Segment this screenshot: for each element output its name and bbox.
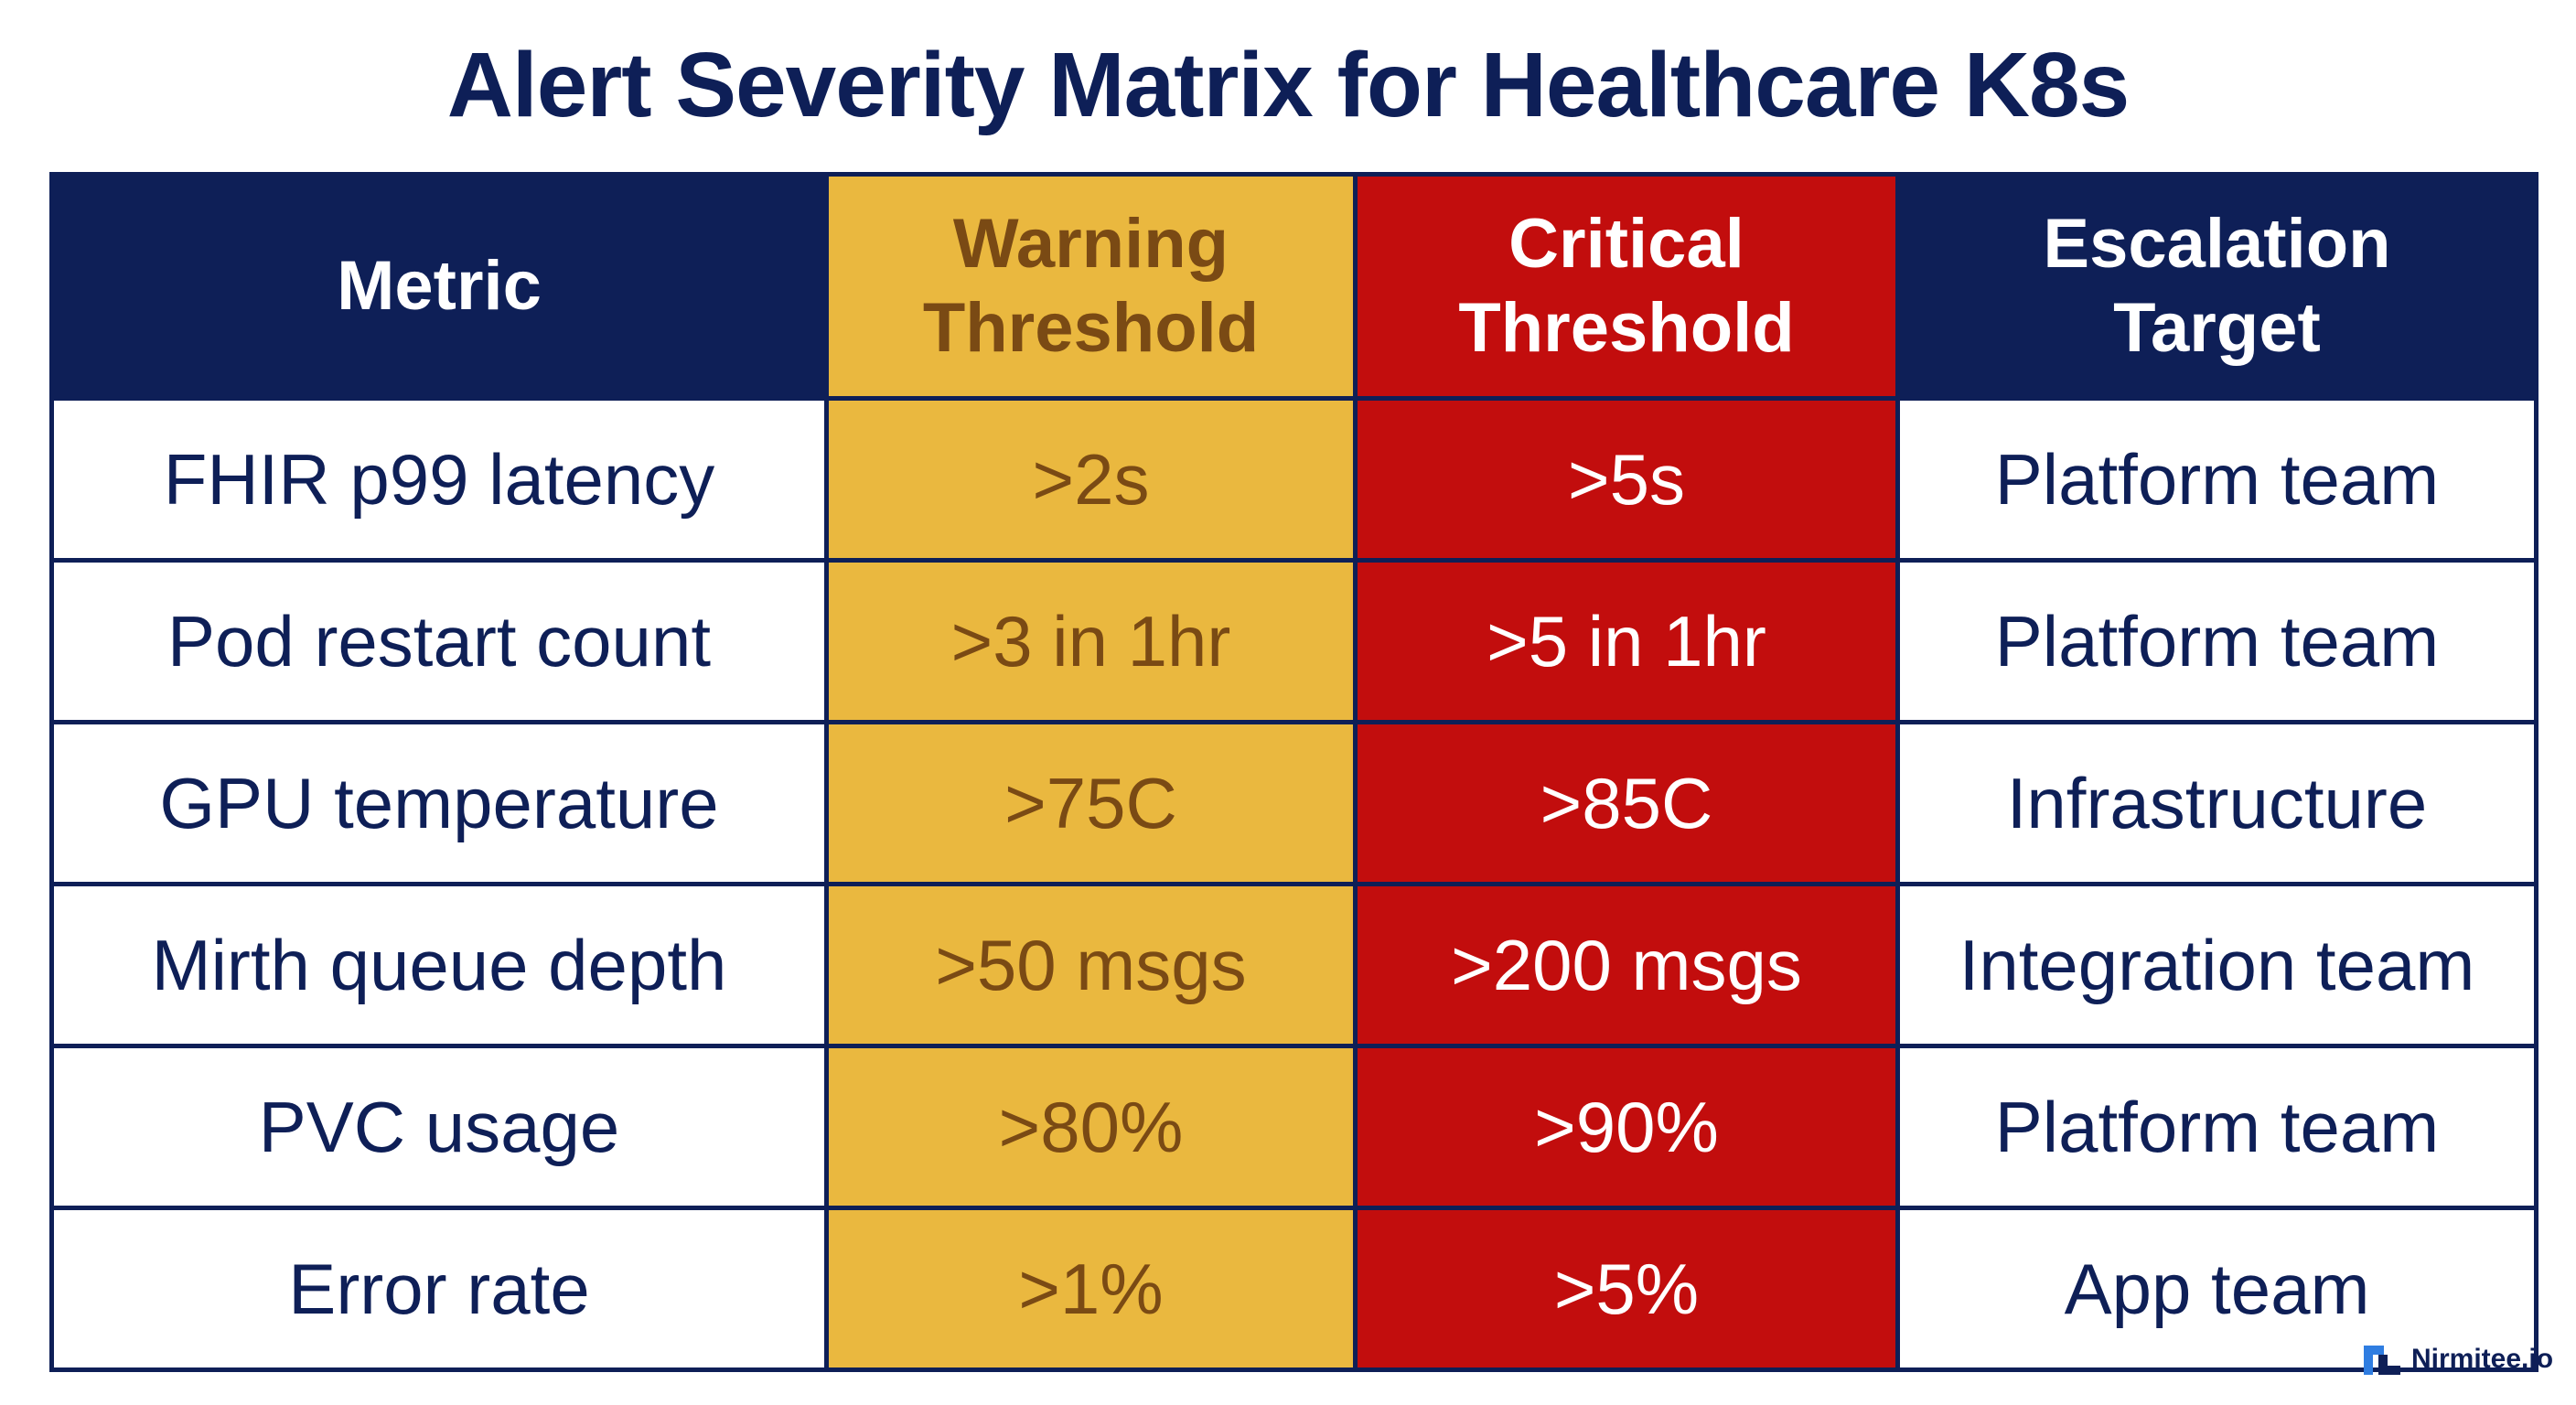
escalation-target-cell: Infrastructure: [1895, 720, 2538, 886]
header-escalation-target: Escalation Target: [1895, 172, 2538, 401]
table-row: PVC usage >80% >90% Platform team: [49, 1044, 2538, 1210]
critical-threshold-cell: >85C: [1353, 720, 1900, 886]
escalation-target-cell: Platform team: [1895, 1044, 2538, 1210]
header-critical-threshold: Critical Threshold: [1353, 172, 1900, 401]
escalation-target-cell: Platform team: [1895, 396, 2538, 563]
page-title: Alert Severity Matrix for Healthcare K8s: [446, 34, 2131, 136]
warning-threshold-cell: >3 in 1hr: [824, 558, 1358, 724]
warning-threshold-cell: >75C: [824, 720, 1358, 886]
metric-cell: GPU temperature: [49, 720, 829, 886]
critical-threshold-cell: >200 msgs: [1353, 882, 1900, 1048]
critical-threshold-cell: >5 in 1hr: [1353, 558, 1900, 724]
brand-name: Nirmitee.io: [2411, 1344, 2554, 1374]
table-row: Pod restart count >3 in 1hr >5 in 1hr Pl…: [49, 558, 2538, 724]
table-header-row: Metric Warning Threshold Critical Threshol…: [49, 172, 2538, 401]
brand-watermark: Nirmitee.io: [2362, 1339, 2553, 1379]
metric-cell: Mirth queue depth: [49, 882, 829, 1048]
escalation-target-cell: Integration team: [1895, 882, 2538, 1048]
nirmitee-logo-icon: [2364, 1346, 2400, 1375]
table-row: FHIR p99 latency >2s >5s Platform team: [49, 396, 2538, 563]
critical-threshold-cell: >90%: [1353, 1044, 1900, 1210]
critical-threshold-cell: >5s: [1353, 396, 1900, 563]
table-row: GPU temperature >75C >85C Infrastructure: [49, 720, 2538, 886]
metric-cell: FHIR p99 latency: [49, 396, 829, 563]
warning-threshold-cell: >80%: [824, 1044, 1358, 1210]
metric-cell: PVC usage: [49, 1044, 829, 1210]
escalation-target-cell: Platform team: [1895, 558, 2538, 724]
warning-threshold-cell: >50 msgs: [824, 882, 1358, 1048]
header-metric: Metric: [49, 172, 829, 401]
escalation-target-cell: App team: [1895, 1206, 2538, 1372]
warning-threshold-cell: >2s: [824, 396, 1358, 563]
alert-severity-table: Metric Warning Threshold Critical Threshol…: [49, 172, 2538, 1372]
metric-cell: Pod restart count: [49, 558, 829, 724]
metric-cell: Error rate: [49, 1206, 829, 1372]
warning-threshold-cell: >1%: [824, 1206, 1358, 1372]
header-warning-threshold: Warning Threshold: [824, 172, 1358, 401]
table-row: Error rate >1% >5% App team: [49, 1206, 2538, 1372]
table-row: Mirth queue depth >50 msgs >200 msgs Int…: [49, 882, 2538, 1048]
critical-threshold-cell: >5%: [1353, 1206, 1900, 1372]
